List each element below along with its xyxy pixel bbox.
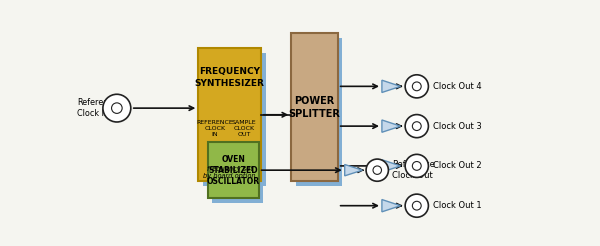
- Circle shape: [405, 115, 428, 138]
- Polygon shape: [382, 200, 401, 212]
- Circle shape: [112, 103, 122, 113]
- Circle shape: [405, 194, 428, 217]
- Polygon shape: [382, 80, 401, 92]
- Bar: [291, 33, 338, 181]
- Circle shape: [373, 166, 382, 174]
- Polygon shape: [382, 120, 401, 132]
- Text: Reference
Clock In: Reference Clock In: [77, 98, 118, 118]
- Circle shape: [412, 201, 421, 210]
- Circle shape: [412, 122, 421, 131]
- Circle shape: [366, 159, 388, 181]
- Bar: [203, 53, 266, 186]
- Text: Clock Out 4: Clock Out 4: [433, 82, 482, 91]
- Circle shape: [405, 154, 428, 177]
- Circle shape: [412, 162, 421, 170]
- Bar: [212, 147, 263, 203]
- Polygon shape: [344, 165, 362, 176]
- Polygon shape: [382, 160, 401, 172]
- Circle shape: [412, 82, 421, 91]
- Text: Clock Out 3: Clock Out 3: [433, 122, 482, 131]
- Text: Clock Out 1: Clock Out 1: [433, 201, 482, 210]
- Text: frequency set
by board option: frequency set by board option: [203, 166, 256, 179]
- Bar: [198, 48, 261, 181]
- Text: Reference
Clock Out: Reference Clock Out: [392, 160, 435, 180]
- Text: Clock Out 2: Clock Out 2: [433, 161, 482, 170]
- Circle shape: [405, 75, 428, 98]
- Text: FREQUENCY
SYNTHESIZER: FREQUENCY SYNTHESIZER: [194, 67, 265, 88]
- Bar: [208, 142, 259, 198]
- Circle shape: [103, 94, 131, 122]
- Bar: [296, 38, 343, 186]
- Text: SAMPLE
CLOCK
OUT: SAMPLE CLOCK OUT: [232, 121, 256, 137]
- Text: POWER
SPLITTER: POWER SPLITTER: [289, 96, 340, 119]
- Text: OVEN
STABILIZED
OSCILLATOR: OVEN STABILIZED OSCILLATOR: [206, 154, 260, 186]
- Text: REFERENCE
CLOCK
IN: REFERENCE CLOCK IN: [197, 121, 233, 137]
